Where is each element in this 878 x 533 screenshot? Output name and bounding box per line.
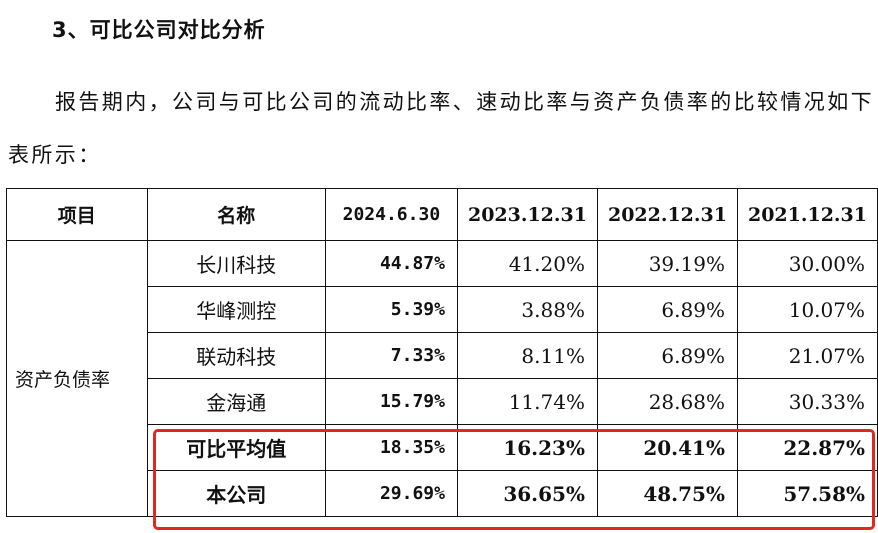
value-cell: 29.69% (324, 470, 458, 517)
category-cell: 资产负债率 (6, 240, 148, 517)
value-cell: 21.07% (736, 332, 878, 379)
table-row: 资产负债率 长川科技 44.87% 41.20% 39.19% 30.00% (6, 240, 878, 517)
value-cell: 10.07% (736, 286, 878, 333)
table-row-company: 本公司 29.69% 36.65% 48.75% 57.58% (7, 470, 878, 517)
value-cell: 5.39% (324, 286, 458, 333)
value-cell: 48.75% (596, 470, 738, 517)
company-name: 联动科技 (146, 332, 326, 379)
value-cell: 8.11% (456, 332, 598, 379)
company-name: 金海通 (146, 378, 326, 425)
value-cell: 6.89% (596, 286, 738, 333)
comparison-table: 项目 名称 2024.6.30 2023.12.31 2022.12.31 20… (6, 188, 878, 517)
value-cell: 57.58% (736, 470, 878, 517)
value-cell: 6.89% (596, 332, 738, 379)
header-date: 2021.12.31 (736, 188, 878, 241)
value-cell: 30.00% (736, 240, 878, 287)
table-row: 联动科技 7.33% 8.11% 6.89% 21.07% (7, 332, 878, 379)
value-cell: 44.87% (324, 240, 458, 287)
value-cell: 3.88% (456, 286, 598, 333)
value-cell: 30.33% (736, 378, 878, 425)
value-cell: 28.68% (596, 378, 738, 425)
company-name: 华峰测控 (146, 286, 326, 333)
company-name: 本公司 (146, 470, 326, 517)
header-item: 项目 (6, 188, 148, 241)
table-row: 华峰测控 5.39% 3.88% 6.89% 10.07% (7, 286, 878, 333)
table-header-row: 项目 名称 2024.6.30 2023.12.31 2022.12.31 20… (6, 188, 878, 241)
header-date: 2024.6.30 (324, 188, 458, 241)
value-cell: 41.20% (456, 240, 598, 287)
highlight-box (153, 429, 875, 530)
company-name: 长川科技 (146, 240, 326, 287)
header-name: 名称 (146, 188, 326, 241)
value-cell: 7.33% (324, 332, 458, 379)
value-cell: 39.19% (596, 240, 738, 287)
value-cell: 15.79% (324, 378, 458, 425)
intro-paragraph: 报告期内，公司与可比公司的流动比率、速动比率与资产负债率的比较情况如下表所示： (8, 90, 874, 167)
value-cell: 11.74% (456, 378, 598, 425)
section-heading: 3、可比公司对比分析 (52, 18, 266, 42)
header-date: 2022.12.31 (596, 188, 738, 241)
table-row: 金海通 15.79% 11.74% 28.68% 30.33% (7, 378, 878, 425)
header-date: 2023.12.31 (456, 188, 598, 241)
